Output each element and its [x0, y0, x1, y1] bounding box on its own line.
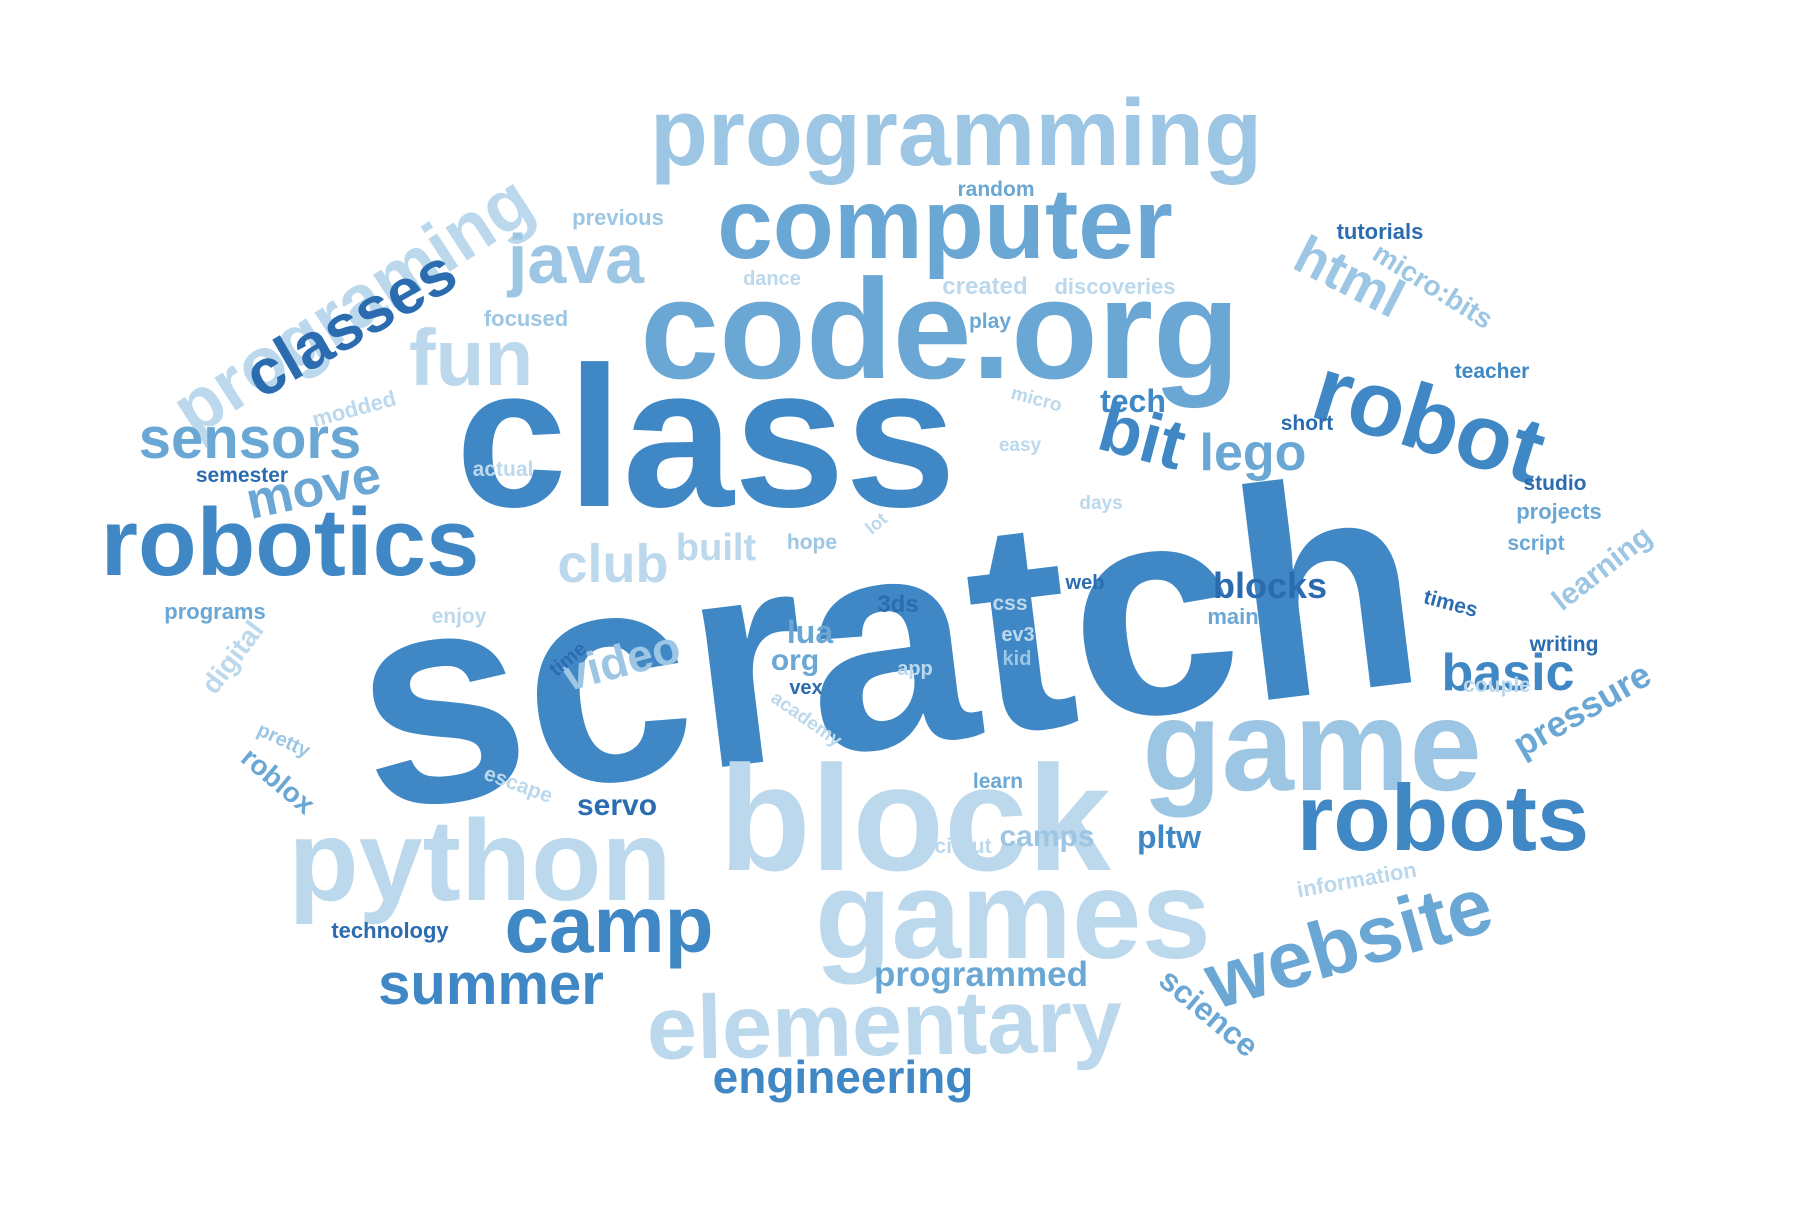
cloud-word-block: block	[719, 734, 1111, 902]
cloud-word-circut: circut	[934, 835, 991, 858]
cloud-word-couple: couple	[1463, 674, 1531, 697]
cloud-word-studio: studio	[1524, 472, 1587, 495]
cloud-word-css: css	[992, 592, 1027, 615]
cloud-word-dance: dance	[743, 268, 801, 290]
cloud-word-summer: summer	[378, 952, 604, 1017]
cloud-word-python: python	[288, 797, 671, 925]
cloud-word-java: java	[506, 220, 645, 298]
cloud-word-created: created	[942, 273, 1027, 300]
cloud-word-main: main	[1207, 604, 1258, 629]
cloud-word-engineering: engineering	[713, 1051, 974, 1103]
cloud-word-basic: basic	[1442, 644, 1575, 702]
cloud-word-code-org: code.org	[640, 250, 1240, 409]
cloud-word-sensors: sensors	[139, 406, 361, 471]
cloud-word-days: days	[1079, 493, 1122, 514]
cloud-word-camp: camp	[505, 880, 714, 969]
cloud-word-games: games	[815, 846, 1211, 985]
cloud-word-projects: projects	[1516, 499, 1602, 524]
cloud-word-semester: semester	[196, 464, 288, 487]
cloud-word-web: web	[1065, 572, 1105, 594]
cloud-word-kid: kid	[1003, 648, 1032, 670]
cloud-word-built: built	[676, 527, 757, 569]
cloud-word-lua: lua	[787, 614, 833, 650]
cloud-word-servo: servo	[577, 789, 657, 822]
cloud-word-script: script	[1507, 532, 1564, 555]
cloud-word-digital: digital	[195, 615, 269, 700]
cloud-word-play: play	[969, 310, 1011, 333]
cloud-word-random: random	[957, 178, 1034, 201]
cloud-word-app: app	[897, 658, 933, 680]
cloud-word-technology: technology	[331, 918, 449, 943]
cloud-word-discoveries: discoveries	[1054, 274, 1175, 299]
cloud-word-programming: programming	[650, 80, 1262, 186]
cloud-word-robots: robots	[1297, 765, 1589, 870]
cloud-word-game: game	[1142, 672, 1482, 818]
cloud-word-tech: tech	[1100, 383, 1166, 419]
cloud-word-vex: vex	[789, 677, 822, 699]
cloud-word-previous: previous	[572, 205, 664, 230]
cloud-word-teacher: teacher	[1455, 360, 1530, 383]
cloud-word-robotics: robotics	[101, 489, 480, 596]
cloud-word-computer: computer	[717, 168, 1173, 280]
cloud-word-ev3: ev3	[1001, 624, 1034, 646]
cloud-word-times: times	[1421, 586, 1480, 622]
cloud-word-elementary: elementary	[646, 971, 1123, 1079]
cloud-word-camps: camps	[999, 820, 1094, 853]
cloud-word-3ds: 3ds	[877, 591, 918, 618]
cloud-word-pltw: pltw	[1137, 819, 1201, 855]
cloud-word-fun: fun	[409, 313, 533, 402]
cloud-word-programs: programs	[164, 599, 265, 624]
cloud-word-enjoy: enjoy	[432, 605, 487, 628]
cloud-word-blocks: blocks	[1213, 565, 1327, 606]
cloud-word-easy: easy	[999, 435, 1042, 456]
cloud-word-short: short	[1281, 412, 1334, 435]
cloud-word-actual: actual	[473, 458, 534, 481]
cloud-word-org: org	[771, 644, 819, 677]
cloud-word-focused: focused	[484, 306, 568, 331]
cloud-word-club: club	[557, 534, 668, 594]
cloud-word-learn: learn	[973, 770, 1023, 793]
cloud-word-class: class	[456, 326, 957, 549]
cloud-word-tutorials: tutorials	[1337, 219, 1424, 244]
cloud-word-lego: lego	[1200, 424, 1307, 482]
cloud-word-hope: hope	[787, 531, 837, 554]
cloud-word-programmed: programmed	[874, 955, 1088, 994]
cloud-word-writing: writing	[1529, 633, 1599, 656]
